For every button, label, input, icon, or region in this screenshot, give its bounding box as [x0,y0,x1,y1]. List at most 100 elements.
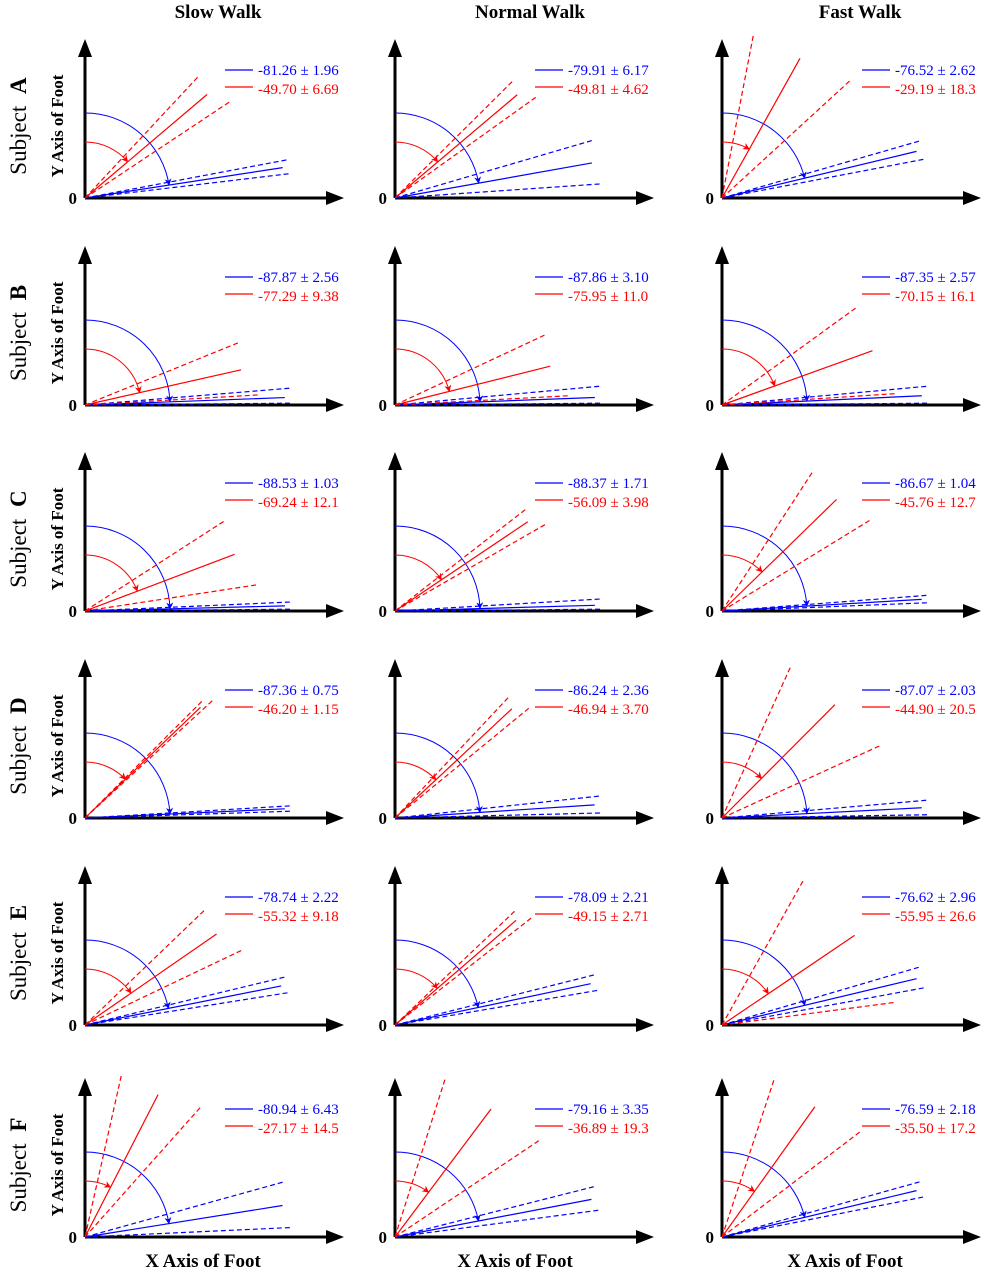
blue-ray-mean [394,162,593,199]
red-ray-lower [721,518,872,612]
y-axis-arrowhead [388,659,402,677]
red-ray-lower [721,1130,862,1238]
y-axis-arrowhead [388,452,402,470]
red-rotation-arc [394,348,452,393]
blue-ray-upper [394,1186,594,1238]
y-axis-label: Y Axis of Foot [48,1113,67,1216]
red-ray-upper [394,1079,446,1238]
red-ray-mean [394,708,513,819]
legend-blue-value: -87.35 ± 2.57 [895,270,976,286]
subject-letter: B [6,285,31,300]
x-axis-arrowhead [326,1230,344,1244]
x-axis-arrowhead [963,1230,981,1244]
blue-rotation-arc [84,732,174,815]
legend-blue-value: -87.86 ± 3.10 [568,270,649,286]
subject-word: Subject [6,513,31,588]
y-axis-arrowhead [78,39,92,57]
legend-red-value: -56.09 ± 3.98 [568,495,649,511]
blue-ray-upper [394,795,599,819]
legend-red-value: -45.76 ± 12.7 [895,495,976,511]
x-axis-arrowhead [963,811,981,825]
blue-rotation-arc [84,1151,172,1225]
origin-label: 0 [69,189,78,208]
x-axis-arrowhead [326,811,344,825]
red-ray-lower [84,100,232,199]
blue-ray-lower [84,173,289,199]
x-axis-arrowhead [963,1018,981,1032]
blue-ray-upper [721,966,919,1026]
subject-word: Subject [6,720,31,795]
panel-d-slow: 0 -87.36 ± 0.75 -46.20 ± 1.15 [69,659,344,828]
blue-ray-mean [84,167,283,199]
subject-letter: E [6,905,31,920]
legend-red-value: -70.15 ± 16.1 [895,289,976,305]
panel-f-slow: 0 -80.94 ± 6.43 -27.17 ± 14.5 [69,1075,344,1247]
red-rotation-arc [84,761,126,780]
red-ray-upper [84,76,198,199]
blue-rotation-arc [721,732,811,815]
legend-blue-value: -78.74 ± 2.22 [258,890,339,906]
blue-ray-lower [84,402,290,406]
row-label-subject-c: Subject C [6,490,31,587]
legend-red-value: -29.19 ± 18.3 [895,82,976,98]
blue-rotation-arc [394,319,484,403]
red-ray-upper [84,910,205,1026]
legend-blue-value: -86.67 ± 1.04 [895,476,976,492]
y-axis-label: Y Axis of Foot [48,487,67,590]
y-axis-arrowhead [388,1078,402,1096]
legend-red-value: -75.95 ± 11.0 [568,289,648,305]
origin-label: 0 [69,1228,78,1247]
origin-label: 0 [379,189,388,208]
panel-c-fast: 0 -86.67 ± 1.04 -45.76 ± 12.7 [706,452,981,621]
blue-ray-upper [721,594,927,612]
red-ray-upper [394,509,526,612]
red-rotation-arc [394,761,437,781]
red-ray-lower [721,392,897,406]
red-rotation-arc [721,141,750,150]
red-rotation-arc [721,761,763,779]
red-rotation-arc [721,968,769,995]
origin-label: 0 [379,1016,388,1035]
blue-ray-lower [394,183,600,199]
blue-rotation-arc [394,112,482,184]
panel-c-slow: 0 -88.53 ± 1.03 -69.24 ± 12.1 [69,452,344,621]
row-label-subject-a: Subject A [6,77,31,175]
subject-letter: D [6,697,31,714]
blue-ray-lower [721,814,927,819]
legend-blue-value: -87.36 ± 0.75 [258,683,339,699]
legend-red-value: -46.94 ± 3.70 [568,702,649,718]
blue-ray-lower [394,608,600,612]
legend-blue-value: -79.16 ± 3.35 [568,1102,649,1118]
panel-e-fast: 0 -76.62 ± 2.96 -55.95 ± 26.6 [706,866,981,1035]
x-axis-arrowhead [636,191,654,205]
red-ray-lower [721,79,852,199]
y-axis-arrowhead [715,246,729,264]
red-ray-lower [84,1105,202,1238]
red-ray-lower [394,706,531,819]
red-ray-upper [721,35,754,199]
red-ray-upper [721,880,804,1026]
col-title-slow: Slow Walk [175,2,262,23]
red-ray-upper [394,81,513,199]
x-axis-arrowhead [326,604,344,618]
red-ray-mean [394,521,529,612]
red-ray-mean [394,1108,492,1238]
legend-blue-value: -76.62 ± 2.96 [895,890,976,906]
legend-red-value: -36.89 ± 19.3 [568,1121,649,1137]
panel-a-fast: 0 -76.52 ± 2.62 -29.19 ± 18.3 [706,35,981,208]
origin-label: 0 [69,602,78,621]
subject-word: Subject [6,1138,31,1213]
legend-blue-value: -76.59 ± 2.18 [895,1102,976,1118]
legend-red-value: -55.95 ± 26.6 [895,909,976,925]
blue-ray-upper [721,1181,920,1238]
blue-rotation-arc [84,112,172,186]
row-label-subject-e: Subject E [6,905,31,1001]
subject-letter: F [6,1118,31,1132]
x-axis-arrowhead [636,1230,654,1244]
legend-blue-value: -78.09 ± 2.21 [568,890,649,906]
panel-d-fast: 0 -87.07 ± 2.03 -44.90 ± 20.5 [706,659,981,828]
red-rotation-arc [721,348,776,387]
red-ray-lower [394,1139,541,1238]
subject-letter: A [6,77,31,94]
blue-ray-upper [394,974,594,1026]
